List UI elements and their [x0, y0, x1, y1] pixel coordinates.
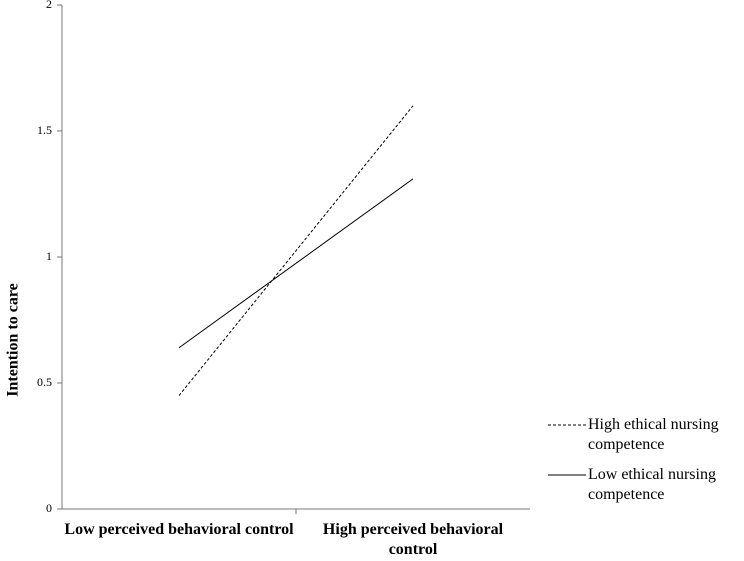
y-tick-label: 0.5 — [37, 375, 52, 389]
y-tick-label: 2 — [46, 0, 52, 11]
legend-label: High ethical nursing competence — [588, 416, 719, 453]
x-tick-label: High perceived behavioral control — [322, 521, 504, 558]
series-line — [178, 178, 414, 349]
legend-label: Low ethical nursing competence — [588, 466, 716, 503]
y-tick-label: 1 — [46, 249, 52, 263]
y-tick-label: 0 — [46, 501, 52, 515]
series-line — [178, 105, 414, 396]
y-tick-label: 1.5 — [37, 123, 52, 137]
x-tick-label: Low perceived behavioral control — [64, 521, 294, 538]
y-axis-label: Intention to care — [5, 283, 22, 396]
